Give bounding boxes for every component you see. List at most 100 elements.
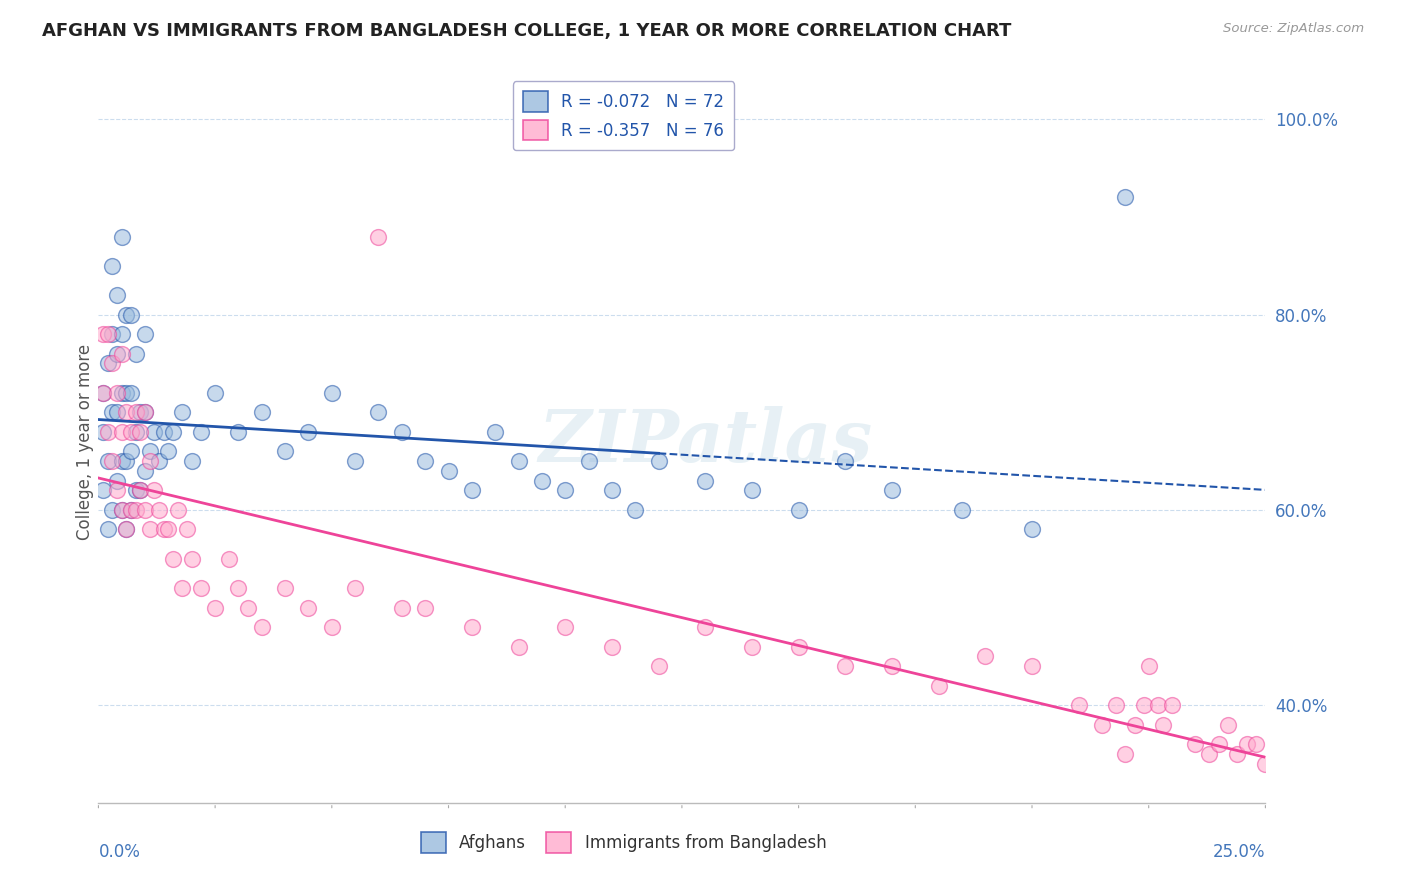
Point bbox=[484, 425, 506, 439]
Point bbox=[1091, 717, 1114, 731]
Point bbox=[111, 327, 134, 342]
Point bbox=[105, 405, 128, 419]
Point bbox=[134, 405, 156, 419]
Point bbox=[148, 454, 170, 468]
Point bbox=[97, 327, 120, 342]
Point bbox=[111, 503, 134, 517]
Point bbox=[461, 620, 484, 634]
Point bbox=[180, 551, 202, 566]
Point bbox=[134, 405, 156, 419]
Point bbox=[554, 483, 576, 498]
Point bbox=[741, 640, 763, 654]
Point bbox=[834, 659, 856, 673]
Point bbox=[1133, 698, 1156, 713]
Point bbox=[125, 346, 148, 360]
Point bbox=[1123, 717, 1146, 731]
Point bbox=[125, 483, 148, 498]
Point bbox=[129, 425, 152, 439]
Point bbox=[111, 454, 134, 468]
Point bbox=[1114, 190, 1136, 204]
Point bbox=[120, 308, 142, 322]
Point bbox=[250, 620, 273, 634]
Point bbox=[105, 288, 128, 302]
Point bbox=[105, 346, 128, 360]
Point bbox=[1161, 698, 1184, 713]
Point bbox=[97, 454, 120, 468]
Point bbox=[134, 464, 156, 478]
Point bbox=[157, 444, 180, 458]
Point bbox=[143, 483, 166, 498]
Point bbox=[91, 483, 114, 498]
Point bbox=[129, 405, 152, 419]
Point bbox=[120, 503, 142, 517]
Point bbox=[274, 444, 297, 458]
Point bbox=[297, 425, 319, 439]
Point bbox=[297, 600, 319, 615]
Point bbox=[508, 640, 530, 654]
Point bbox=[367, 229, 389, 244]
Point bbox=[111, 346, 134, 360]
Point bbox=[190, 581, 212, 595]
Point bbox=[115, 523, 138, 537]
Point bbox=[321, 385, 343, 400]
Point bbox=[928, 679, 950, 693]
Point bbox=[554, 620, 576, 634]
Point bbox=[530, 474, 553, 488]
Point bbox=[1254, 756, 1277, 771]
Point bbox=[157, 523, 180, 537]
Point bbox=[1226, 747, 1249, 761]
Point bbox=[204, 385, 226, 400]
Point bbox=[97, 356, 120, 370]
Point bbox=[172, 581, 194, 595]
Point bbox=[1198, 747, 1220, 761]
Point bbox=[1152, 717, 1174, 731]
Point bbox=[1021, 523, 1043, 537]
Point bbox=[115, 385, 138, 400]
Point bbox=[344, 581, 367, 595]
Point bbox=[101, 259, 124, 273]
Point bbox=[134, 503, 156, 517]
Point bbox=[508, 454, 530, 468]
Legend: Afghans, Immigrants from Bangladesh: Afghans, Immigrants from Bangladesh bbox=[415, 826, 832, 860]
Point bbox=[120, 503, 142, 517]
Point bbox=[115, 523, 138, 537]
Point bbox=[1067, 698, 1090, 713]
Point bbox=[139, 523, 162, 537]
Point bbox=[1208, 737, 1230, 751]
Point bbox=[101, 405, 124, 419]
Point bbox=[111, 425, 134, 439]
Point bbox=[787, 503, 810, 517]
Point bbox=[105, 474, 128, 488]
Point bbox=[1137, 659, 1160, 673]
Point bbox=[97, 523, 120, 537]
Point bbox=[139, 454, 162, 468]
Point bbox=[624, 503, 647, 517]
Point bbox=[101, 454, 124, 468]
Point bbox=[1184, 737, 1206, 751]
Point bbox=[880, 659, 903, 673]
Point bbox=[695, 620, 717, 634]
Point bbox=[695, 474, 717, 488]
Point bbox=[152, 523, 174, 537]
Point bbox=[880, 483, 903, 498]
Point bbox=[236, 600, 259, 615]
Point bbox=[97, 425, 120, 439]
Point bbox=[134, 327, 156, 342]
Point bbox=[950, 503, 973, 517]
Point bbox=[321, 620, 343, 634]
Point bbox=[1114, 747, 1136, 761]
Text: AFGHAN VS IMMIGRANTS FROM BANGLADESH COLLEGE, 1 YEAR OR MORE CORRELATION CHART: AFGHAN VS IMMIGRANTS FROM BANGLADESH COL… bbox=[42, 22, 1011, 40]
Point bbox=[228, 425, 250, 439]
Point bbox=[344, 454, 367, 468]
Point bbox=[413, 600, 436, 615]
Point bbox=[152, 425, 174, 439]
Point bbox=[91, 385, 114, 400]
Point bbox=[461, 483, 484, 498]
Point bbox=[120, 425, 142, 439]
Point bbox=[1021, 659, 1043, 673]
Point bbox=[391, 600, 413, 615]
Point bbox=[190, 425, 212, 439]
Point bbox=[115, 454, 138, 468]
Text: 25.0%: 25.0% bbox=[1213, 843, 1265, 861]
Point bbox=[180, 454, 202, 468]
